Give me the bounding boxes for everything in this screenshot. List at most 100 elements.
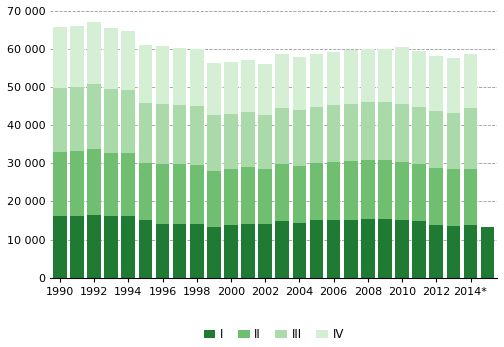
Bar — [70, 151, 84, 216]
Bar — [309, 220, 324, 278]
Bar — [53, 216, 67, 278]
Bar — [344, 161, 358, 220]
Bar — [429, 225, 443, 278]
Bar — [412, 51, 426, 107]
Bar — [464, 108, 477, 169]
Bar — [241, 167, 255, 223]
Bar — [361, 49, 374, 102]
Bar — [190, 106, 204, 165]
Bar — [395, 162, 409, 220]
Bar — [378, 102, 392, 160]
Bar — [378, 49, 392, 102]
Bar — [87, 215, 101, 278]
Bar — [344, 104, 358, 161]
Bar — [190, 224, 204, 278]
Bar — [429, 56, 443, 111]
Bar — [207, 227, 221, 278]
Bar — [429, 111, 443, 168]
Bar — [412, 221, 426, 278]
Bar — [104, 216, 118, 278]
Legend: I, II, III, IV: I, II, III, IV — [199, 323, 349, 346]
Bar — [327, 52, 341, 105]
Bar — [464, 169, 477, 225]
Bar — [87, 84, 101, 149]
Bar — [53, 27, 67, 88]
Bar — [464, 225, 477, 278]
Bar — [327, 105, 341, 162]
Bar — [173, 223, 186, 278]
Bar — [224, 62, 238, 114]
Bar — [139, 220, 152, 278]
Bar — [259, 224, 272, 278]
Bar — [447, 226, 460, 278]
Bar — [190, 49, 204, 106]
Bar — [121, 31, 135, 90]
Bar — [395, 47, 409, 104]
Bar — [207, 63, 221, 115]
Bar — [361, 160, 374, 219]
Bar — [156, 45, 169, 104]
Bar — [104, 153, 118, 216]
Bar — [309, 54, 324, 107]
Bar — [224, 226, 238, 278]
Bar — [87, 22, 101, 84]
Bar — [378, 160, 392, 219]
Bar — [344, 50, 358, 104]
Bar — [121, 153, 135, 216]
Bar — [292, 166, 306, 223]
Bar — [292, 57, 306, 110]
Bar — [104, 88, 118, 153]
Bar — [173, 105, 186, 164]
Bar — [207, 115, 221, 171]
Bar — [361, 102, 374, 160]
Bar — [53, 88, 67, 152]
Bar — [395, 104, 409, 162]
Bar — [292, 223, 306, 278]
Bar — [327, 220, 341, 278]
Bar — [447, 58, 460, 113]
Bar — [241, 112, 255, 167]
Bar — [259, 64, 272, 115]
Bar — [207, 171, 221, 227]
Bar — [292, 110, 306, 166]
Bar — [276, 164, 289, 221]
Bar — [276, 108, 289, 164]
Bar — [173, 48, 186, 105]
Bar — [156, 104, 169, 164]
Bar — [104, 28, 118, 88]
Bar — [139, 162, 152, 220]
Bar — [259, 169, 272, 224]
Bar — [70, 87, 84, 151]
Bar — [139, 45, 152, 103]
Bar — [241, 223, 255, 278]
Bar — [241, 60, 255, 112]
Bar — [156, 164, 169, 224]
Bar — [70, 216, 84, 278]
Bar — [327, 162, 341, 220]
Bar — [276, 221, 289, 278]
Bar — [224, 114, 238, 169]
Bar — [309, 163, 324, 220]
Bar — [224, 169, 238, 226]
Bar — [447, 169, 460, 226]
Bar — [378, 219, 392, 278]
Bar — [121, 90, 135, 153]
Bar — [464, 54, 477, 108]
Bar — [447, 113, 460, 169]
Bar — [70, 26, 84, 87]
Bar — [361, 219, 374, 278]
Bar — [156, 224, 169, 278]
Bar — [412, 107, 426, 164]
Bar — [276, 54, 289, 108]
Bar — [53, 152, 67, 216]
Bar — [139, 103, 152, 162]
Bar — [121, 216, 135, 278]
Bar — [87, 149, 101, 215]
Bar — [173, 164, 186, 223]
Bar — [395, 220, 409, 278]
Bar — [481, 227, 494, 278]
Bar — [412, 164, 426, 221]
Bar — [429, 168, 443, 225]
Bar — [190, 165, 204, 224]
Bar — [344, 220, 358, 278]
